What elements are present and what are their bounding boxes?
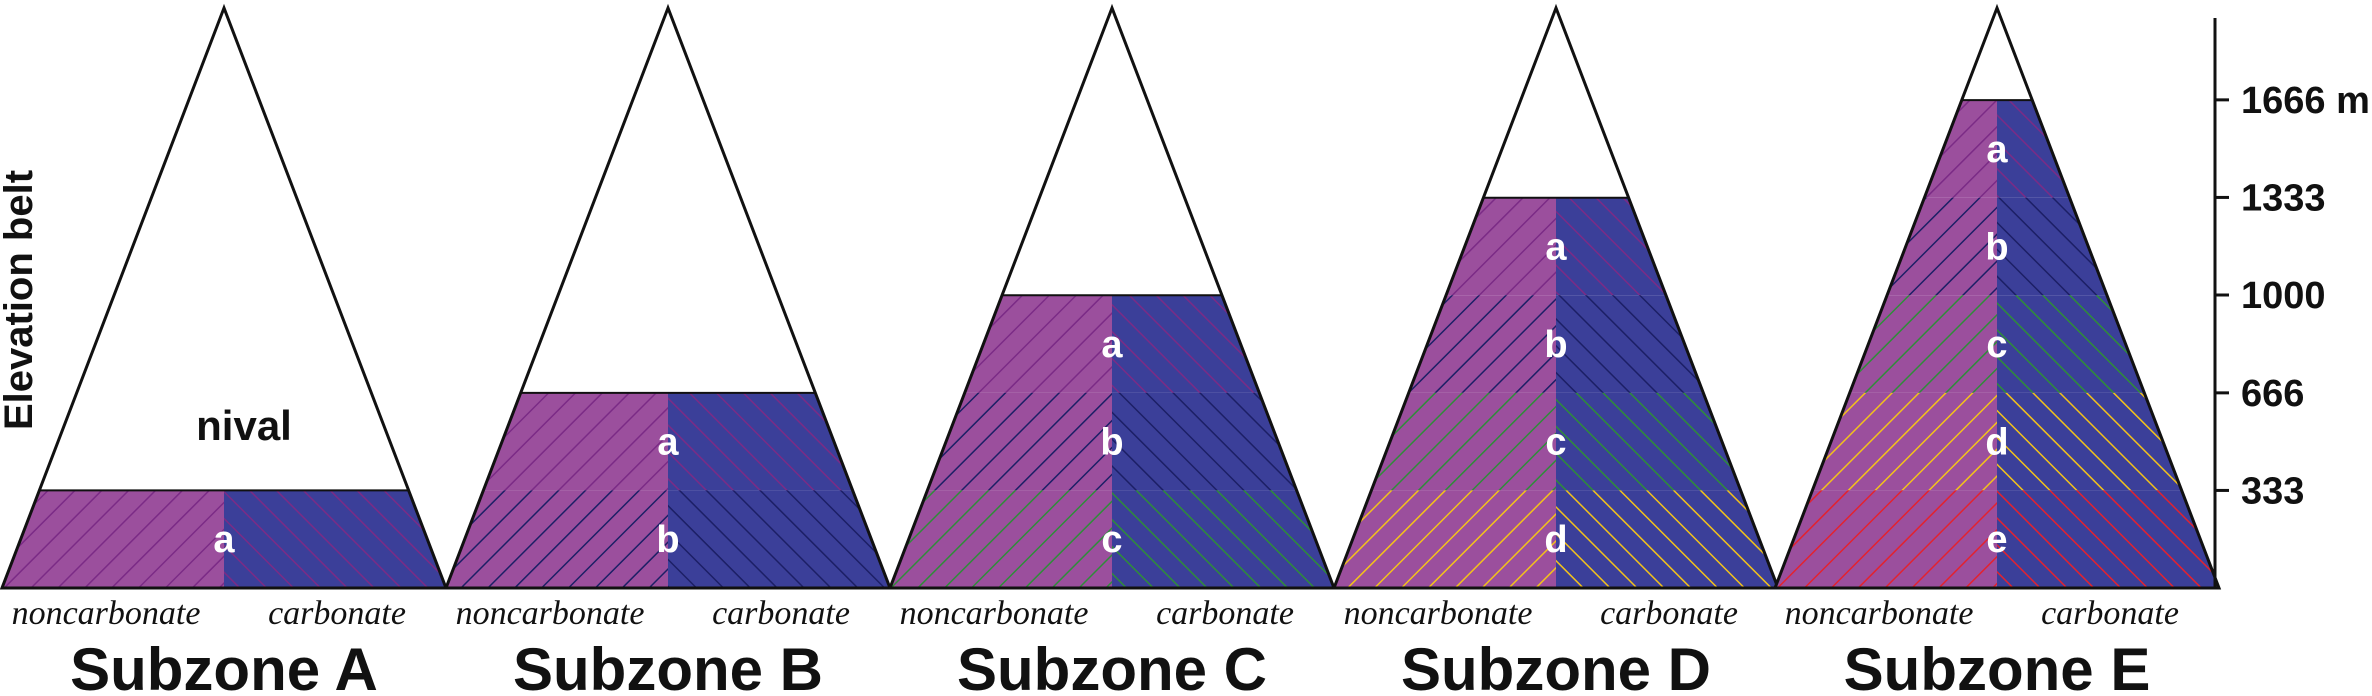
noncarbonate-hatch	[1887, 197, 1997, 296]
mountain-outline	[443, 3, 893, 590]
carbonate-hatch	[1997, 392, 2182, 491]
band-a: a	[964, 295, 1260, 393]
tick-label: 666	[2241, 373, 2304, 415]
band-letter: b	[1544, 324, 1567, 366]
carbonate-hatch	[668, 392, 853, 491]
band-c: c	[1849, 295, 2145, 393]
band-letter: d	[1544, 519, 1567, 561]
noncarbonate-hatch	[1812, 392, 1997, 491]
carbonate-hatch	[1112, 392, 1297, 491]
noncarbonate-hatch	[1924, 100, 1997, 198]
band-b: b	[1887, 197, 2107, 296]
noncarbonate-hatch	[1371, 392, 1556, 491]
band-c: c	[1371, 392, 1741, 491]
carbonate-hatch	[1997, 295, 2145, 393]
mountain-outline	[1772, 3, 2222, 590]
band-a: a	[483, 392, 853, 491]
band-letter: b	[1100, 422, 1123, 464]
band-d: d	[1334, 490, 1778, 588]
noncarbonate-hatch	[1446, 197, 1556, 296]
mountain-outline	[1331, 3, 1781, 590]
subzone-b: a b noncarbonate carbonate Subzone B	[443, 3, 893, 696]
band-a: a	[2, 490, 446, 588]
band-a: a	[1924, 100, 2070, 198]
band-letter: a	[1986, 129, 2008, 171]
subzone-title: Subzone E	[1844, 636, 2151, 696]
band-letter: e	[1986, 519, 2007, 561]
noncarbonate-label: noncarbonate	[456, 595, 645, 632]
noncarbonate-label: noncarbonate	[900, 595, 1089, 632]
noncarbonate-hatch	[1849, 295, 1997, 393]
band-b: b	[1408, 295, 1704, 393]
band-letter: c	[1545, 422, 1566, 464]
carbonate-label: carbonate	[712, 595, 850, 632]
band-letter: c	[1101, 519, 1122, 561]
carbonate-hatch	[1997, 100, 2070, 198]
noncarbonate-hatch	[1775, 490, 1997, 588]
noncarbonate-hatch	[446, 490, 668, 588]
band-b: b	[446, 490, 890, 588]
carbonate-hatch	[224, 490, 446, 588]
band-c: c	[890, 490, 1334, 588]
carbonate-hatch	[1556, 392, 1741, 491]
nival-label: nival	[196, 402, 292, 449]
tick-label: 333	[2241, 470, 2304, 512]
band-letter: d	[1985, 422, 2008, 464]
tick-label: 1000	[2241, 275, 2326, 317]
subzone-title: Subzone B	[513, 636, 823, 696]
band-letter: a	[1545, 227, 1567, 269]
noncarbonate-hatch	[964, 295, 1112, 393]
carbonate-hatch	[1997, 197, 2107, 296]
carbonate-hatch	[1556, 197, 1666, 296]
tick-label: 1333	[2241, 177, 2326, 219]
carbonate-hatch	[1556, 490, 1778, 588]
band-b: b	[927, 392, 1297, 491]
noncarbonate-label: noncarbonate	[1785, 595, 1974, 632]
carbonate-label: carbonate	[1156, 595, 1294, 632]
subzone-d: a b c d noncarbonate carbonate Subzone D	[1331, 3, 1781, 696]
mountain-outline	[887, 3, 1337, 590]
carbonate-hatch	[1112, 490, 1334, 588]
subzone-c: a b c noncarbonate carbonate Subzone C	[887, 3, 1337, 696]
noncarbonate-hatch	[483, 392, 668, 491]
band-letter: c	[1986, 324, 2007, 366]
noncarbonate-hatch	[890, 490, 1112, 588]
carbonate-label: carbonate	[1600, 595, 1738, 632]
carbonate-hatch	[668, 490, 890, 588]
carbonate-label: carbonate	[2041, 595, 2179, 632]
tick-label: 1666 m	[2241, 80, 2370, 122]
subzone-title: Subzone A	[70, 636, 378, 696]
noncarbonate-hatch	[1334, 490, 1556, 588]
noncarbonate-hatch	[2, 490, 224, 588]
noncarbonate-label: noncarbonate	[12, 595, 201, 632]
carbonate-label: carbonate	[268, 595, 406, 632]
subzone-title: Subzone D	[1401, 636, 1711, 696]
subzone-e: a b c d e noncarbonate carbonate Subzone E	[1772, 3, 2222, 696]
band-e: e	[1775, 490, 2219, 588]
noncarbonate-hatch	[927, 392, 1112, 491]
carbonate-hatch	[1112, 295, 1260, 393]
elevation-axis: 333 666 1000 1333 1666 m	[2213, 18, 2370, 588]
noncarbonate-hatch	[1408, 295, 1556, 393]
mountain-outline	[0, 3, 449, 590]
noncarbonate-label: noncarbonate	[1344, 595, 1533, 632]
subzone-title: Subzone C	[957, 636, 1267, 696]
band-letter: a	[213, 519, 235, 561]
band-letter: a	[657, 422, 679, 464]
subzone-a: a nival noncarbonate carbonate Subzone A	[0, 3, 449, 696]
band-d: d	[1812, 392, 2182, 491]
carbonate-hatch	[1556, 295, 1704, 393]
band-a: a	[1446, 197, 1666, 296]
band-letter: a	[1101, 324, 1123, 366]
band-letter: b	[656, 519, 679, 561]
carbonate-hatch	[1997, 490, 2219, 588]
axis-title: Elevation belt	[0, 170, 41, 430]
band-letter: b	[1985, 227, 2008, 269]
